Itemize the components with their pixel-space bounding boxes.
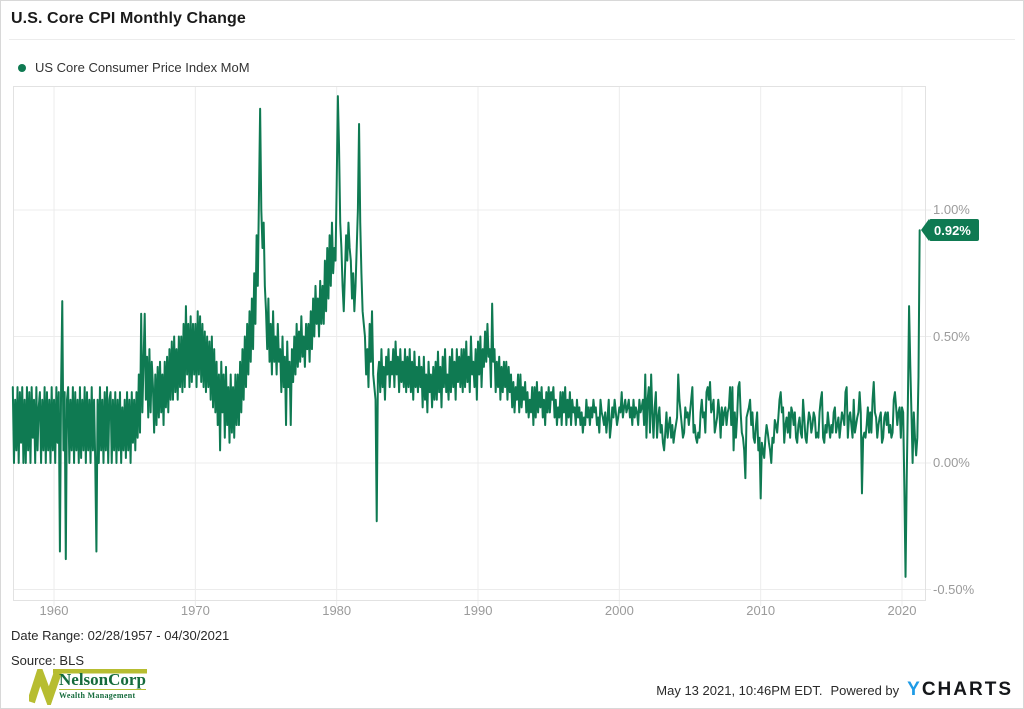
- x-axis-label: 1960: [39, 603, 69, 618]
- ycharts-logo: YCHARTS: [907, 679, 1013, 701]
- attribution-bar: May 13 2021, 10:46PM EDT. Powered by YCH…: [656, 679, 1013, 701]
- title-divider: [9, 39, 1015, 40]
- page-title: U.S. Core CPI Monthly Change: [11, 10, 246, 27]
- x-axis-label: 2020: [887, 603, 917, 618]
- y-axis-label: 0.00%: [933, 455, 970, 470]
- y-axis-label: 0.50%: [933, 328, 970, 344]
- ycharts-y: Y: [907, 679, 922, 700]
- powered-by-label: Powered by: [830, 682, 900, 698]
- x-axis-label: 1980: [322, 603, 352, 618]
- nelsoncorp-logo: NelsonCorp Wealth Management: [29, 665, 149, 705]
- logo-subtitle: Wealth Management: [59, 689, 146, 700]
- date-range-label: Date Range: 02/28/1957 - 04/30/2021: [11, 628, 230, 643]
- nelsoncorp-n-icon: [29, 669, 147, 705]
- ycharts-rest: CHARTS: [921, 679, 1013, 700]
- last-value-badge: 0.92%: [921, 219, 979, 242]
- x-axis-label: 1970: [180, 603, 210, 618]
- x-axis-label: 2010: [746, 603, 776, 618]
- series-dot-icon: [18, 63, 26, 72]
- x-axis-label: 1990: [463, 603, 493, 618]
- cpi-line-chart[interactable]: [11, 86, 931, 606]
- y-axis-label: -0.50%: [933, 581, 975, 597]
- y-axis-label: 1.00%: [933, 202, 970, 217]
- plot-area[interactable]: [11, 86, 931, 606]
- timestamp: May 13 2021, 10:46PM EDT.: [656, 682, 823, 698]
- source-label: Source: BLS: [11, 653, 84, 668]
- logo-name: NelsonCorp: [59, 670, 146, 689]
- legend-item[interactable]: US Core Consumer Price Index MoM: [18, 60, 250, 75]
- last-value-label: 0.92%: [934, 222, 971, 238]
- x-axis-label: 2000: [604, 603, 634, 618]
- legend-label: US Core Consumer Price Index MoM: [35, 60, 250, 75]
